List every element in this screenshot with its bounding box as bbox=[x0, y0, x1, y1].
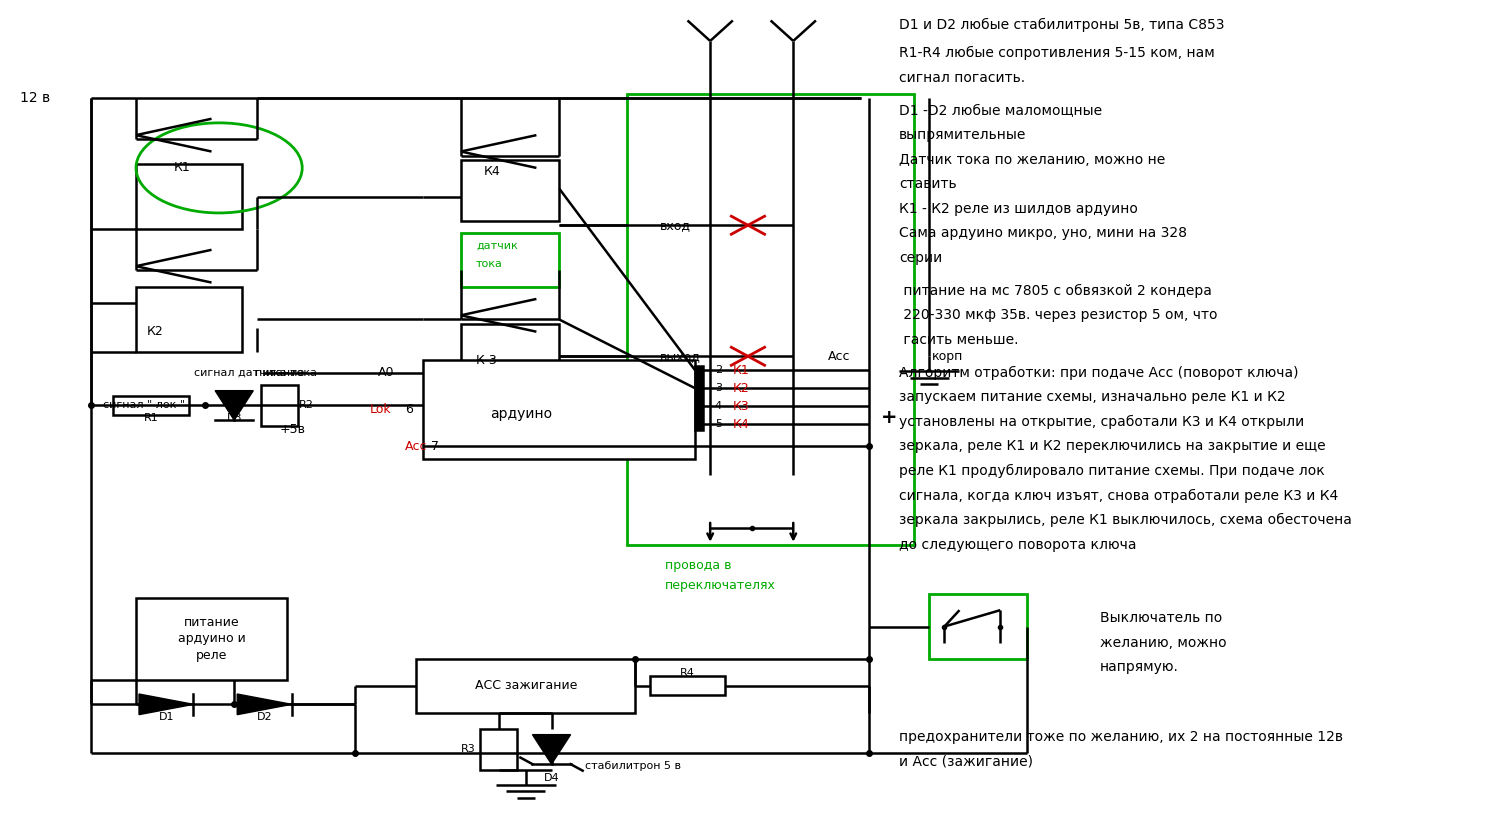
Text: серии: серии bbox=[899, 251, 943, 265]
Text: К1: К1 bbox=[174, 161, 190, 174]
Text: Асс: Асс bbox=[828, 350, 851, 363]
Polygon shape bbox=[532, 735, 571, 764]
Text: питание: питание bbox=[255, 368, 304, 378]
Text: Выключатель по: Выключатель по bbox=[1100, 611, 1222, 626]
Text: корп: корп bbox=[932, 350, 964, 363]
Text: датчик: датчик bbox=[476, 241, 518, 251]
Text: выпрямительные: выпрямительные bbox=[899, 128, 1026, 143]
Text: +: + bbox=[881, 408, 898, 428]
Text: реле: реле bbox=[196, 649, 227, 662]
Text: R1-R4 любые сопротивления 5-15 ком, нам: R1-R4 любые сопротивления 5-15 ком, нам bbox=[899, 46, 1215, 61]
Bar bbox=[113, 396, 189, 415]
Text: гасить меньше.: гасить меньше. bbox=[899, 333, 1018, 347]
Text: Датчик тока по желанию, можно не: Датчик тока по желанию, можно не bbox=[899, 152, 1165, 167]
Text: К4: К4 bbox=[733, 418, 749, 431]
Text: D2: D2 bbox=[257, 712, 272, 722]
Text: сигнала, когда ключ изъят, снова отработали реле К3 и К4: сигнала, когда ключ изъят, снова отработ… bbox=[899, 488, 1339, 503]
Text: К3: К3 bbox=[733, 400, 749, 413]
Text: ардуино: ардуино bbox=[490, 406, 553, 421]
Text: 3: 3 bbox=[715, 383, 722, 393]
Bar bbox=[461, 160, 559, 221]
Text: предохранители тоже по желанию, их 2 на постоянные 12в: предохранители тоже по желанию, их 2 на … bbox=[899, 730, 1343, 744]
Text: реле К1 продублировало питание схемы. При подаче лок: реле К1 продублировало питание схемы. Пр… bbox=[899, 464, 1325, 478]
Text: питание на мс 7805 с обвязкой 2 кондера: питание на мс 7805 с обвязкой 2 кондера bbox=[899, 283, 1212, 298]
Bar bbox=[627, 94, 914, 545]
Text: желанию, можно: желанию, можно bbox=[1100, 636, 1227, 650]
Text: R1: R1 bbox=[144, 413, 159, 423]
Text: К2: К2 bbox=[733, 382, 749, 395]
Text: 12 в: 12 в bbox=[20, 91, 50, 106]
Text: ставить: ставить bbox=[899, 177, 956, 192]
Text: провода в: провода в bbox=[665, 559, 731, 572]
Text: напрямую.: напрямую. bbox=[1100, 660, 1179, 675]
Text: установлены на открытие, сработали К3 и К4 открыли: установлены на открытие, сработали К3 и … bbox=[899, 414, 1304, 429]
Text: сигнал " лок ": сигнал " лок " bbox=[103, 400, 184, 410]
Text: до следующего поворота ключа: до следующего поворота ключа bbox=[899, 537, 1136, 552]
Text: К4: К4 bbox=[484, 165, 500, 179]
Text: К2: К2 bbox=[147, 325, 163, 338]
Text: стабилитрон 5 в: стабилитрон 5 в bbox=[585, 761, 681, 771]
Text: Lok: Lok bbox=[370, 403, 391, 416]
Text: Сама ардуино микро, уно, мини на 328: Сама ардуино микро, уно, мини на 328 bbox=[899, 226, 1188, 241]
Text: запускаем питание схемы, изначально реле К1 и К2: запускаем питание схемы, изначально реле… bbox=[899, 390, 1286, 405]
Bar bbox=[423, 360, 695, 459]
Text: тока: тока bbox=[476, 259, 503, 269]
Text: К 3: К 3 bbox=[476, 354, 497, 367]
Text: R4: R4 bbox=[680, 668, 695, 678]
Bar bbox=[416, 659, 635, 713]
Text: R2: R2 bbox=[299, 400, 314, 410]
Bar bbox=[136, 287, 242, 352]
Text: D1 и D2 любые стабилитроны 5в, типа С853: D1 и D2 любые стабилитроны 5в, типа С853 bbox=[899, 17, 1224, 32]
Text: 6: 6 bbox=[405, 403, 413, 416]
Text: вход: вход bbox=[660, 219, 692, 232]
Bar bbox=[929, 594, 1027, 659]
Text: 2: 2 bbox=[715, 365, 722, 375]
Text: D3: D3 bbox=[227, 413, 242, 423]
Polygon shape bbox=[237, 694, 292, 715]
Text: сигнал датчика тока: сигнал датчика тока bbox=[195, 368, 317, 378]
Text: К1 - К2 реле из шилдов ардуино: К1 - К2 реле из шилдов ардуино bbox=[899, 201, 1138, 216]
Bar bbox=[695, 366, 703, 430]
Text: 4: 4 bbox=[715, 401, 722, 411]
Text: Алгоритм отработки: при подаче Асс (поворот ключа): Алгоритм отработки: при подаче Асс (пово… bbox=[899, 365, 1298, 380]
Polygon shape bbox=[215, 391, 254, 420]
Bar bbox=[136, 598, 287, 680]
Text: выход: выход bbox=[660, 350, 701, 363]
Bar bbox=[136, 164, 242, 229]
Text: 5: 5 bbox=[715, 419, 722, 429]
Bar bbox=[461, 324, 559, 385]
Bar bbox=[480, 729, 517, 770]
Text: и Асс (зажигание): и Асс (зажигание) bbox=[899, 754, 1034, 769]
Text: 220-330 мкф 35в. через резистор 5 ом, что: 220-330 мкф 35в. через резистор 5 ом, чт… bbox=[899, 308, 1218, 323]
Bar bbox=[461, 233, 559, 287]
Text: АСС зажигание: АСС зажигание bbox=[474, 679, 577, 692]
Text: сигнал погасить.: сигнал погасить. bbox=[899, 70, 1024, 85]
Bar bbox=[650, 676, 725, 695]
Text: К1: К1 bbox=[733, 364, 749, 377]
Text: 7: 7 bbox=[431, 440, 438, 453]
Text: R3: R3 bbox=[461, 744, 476, 754]
Text: питание: питание bbox=[184, 616, 239, 629]
Text: D4: D4 bbox=[544, 773, 559, 783]
Text: зеркала, реле К1 и К2 переключились на закрытие и еще: зеркала, реле К1 и К2 переключились на з… bbox=[899, 439, 1325, 454]
Text: ардуино и: ардуино и bbox=[178, 632, 245, 645]
Text: зеркала закрылись, реле К1 выключилось, схема обесточена: зеркала закрылись, реле К1 выключилось, … bbox=[899, 513, 1352, 527]
Polygon shape bbox=[139, 694, 193, 715]
Bar bbox=[261, 385, 298, 426]
Text: D1: D1 bbox=[159, 712, 174, 722]
Text: +5в: +5в bbox=[280, 423, 305, 437]
Text: переключателях: переключателях bbox=[665, 579, 775, 592]
Text: Асс: Асс bbox=[405, 440, 428, 453]
Text: D1 -D2 любые маломощные: D1 -D2 любые маломощные bbox=[899, 103, 1102, 118]
Text: А0: А0 bbox=[378, 366, 394, 379]
